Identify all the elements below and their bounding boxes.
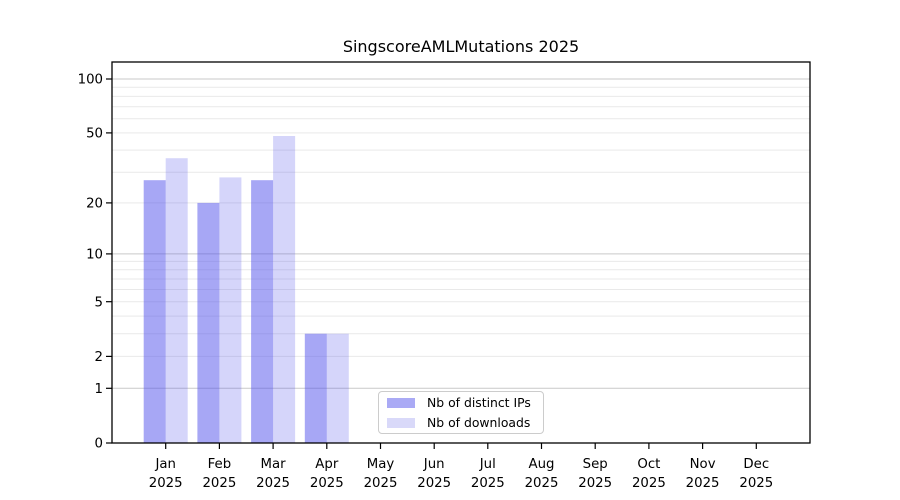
axis-ticks	[106, 78, 757, 449]
x-tick-label-month: May	[367, 457, 395, 472]
bar-distinct-ips-jan	[143, 180, 166, 443]
bar-distinct-ips-feb	[197, 202, 220, 443]
bar-distinct-ips-mar	[251, 180, 274, 443]
x-tick-label-year: 2025	[364, 476, 398, 491]
x-tick-label-month: Apr	[315, 457, 339, 472]
plot-frame	[111, 61, 811, 444]
legend-label-downloads: Nb of downloads	[427, 415, 531, 430]
y-tick-label: 2	[95, 350, 103, 365]
bar-downloads-apr	[326, 333, 349, 443]
y-tick-label: 0	[95, 437, 103, 452]
legend-swatch-downloads	[387, 417, 415, 428]
x-tick-label-month: Nov	[690, 457, 716, 472]
x-tick-label-month: Jan	[154, 457, 176, 472]
x-tick-label-month: Jul	[479, 457, 496, 472]
legend: Nb of distinct IPs Nb of downloads	[378, 391, 544, 434]
x-tick-label-year: 2025	[739, 476, 773, 491]
legend-label-distinct-ips: Nb of distinct IPs	[427, 395, 531, 410]
bar-downloads-mar	[273, 136, 296, 443]
y-tick-labels: 0 1 2 5 10 20 50 100	[78, 73, 103, 452]
y-tick-label: 100	[78, 73, 103, 88]
x-tick-label-month: Jun	[423, 457, 445, 472]
x-tick-label-month: Sep	[583, 457, 608, 472]
bar-downloads-jan	[165, 158, 188, 443]
x-tick-label-month: Dec	[743, 457, 769, 472]
y-tick-label: 1	[95, 382, 103, 397]
x-tick-labels: Jan 2025 Feb 2025 Mar 2025 Apr 2025 May 2025 Jun 20…	[149, 457, 773, 491]
legend-row-downloads: Nb of downloads	[379, 415, 543, 431]
bar-downloads-feb	[219, 177, 242, 443]
x-tick-label-year: 2025	[632, 476, 666, 491]
y-tick-label: 10	[86, 248, 103, 263]
bar-groups	[143, 136, 349, 443]
x-tick-label-year: 2025	[256, 476, 290, 491]
x-tick-label-year: 2025	[202, 476, 236, 491]
x-tick-label-year: 2025	[471, 476, 505, 491]
legend-row-distinct-ips: Nb of distinct IPs	[379, 395, 543, 411]
x-tick-label-month: Aug	[529, 457, 555, 472]
x-tick-label-month: Oct	[637, 457, 660, 472]
x-tick-label-year: 2025	[525, 476, 559, 491]
bar-distinct-ips-apr	[304, 333, 327, 443]
x-tick-label-year: 2025	[149, 476, 183, 491]
gridlines	[112, 78, 810, 389]
chart-title: SingscoreAMLMutations 2025	[343, 37, 579, 56]
legend-swatch-distinct-ips	[387, 397, 415, 408]
y-tick-label: 5	[95, 295, 103, 310]
x-tick-label-year: 2025	[417, 476, 451, 491]
y-tick-label: 20	[86, 197, 103, 212]
x-tick-label-month: Mar	[261, 457, 287, 472]
plot-border	[111, 61, 811, 444]
x-tick-label-month: Feb	[208, 457, 232, 472]
y-tick-label: 50	[86, 127, 103, 142]
x-tick-label-year: 2025	[578, 476, 612, 491]
x-tick-label-year: 2025	[310, 476, 344, 491]
x-tick-label-year: 2025	[686, 476, 720, 491]
